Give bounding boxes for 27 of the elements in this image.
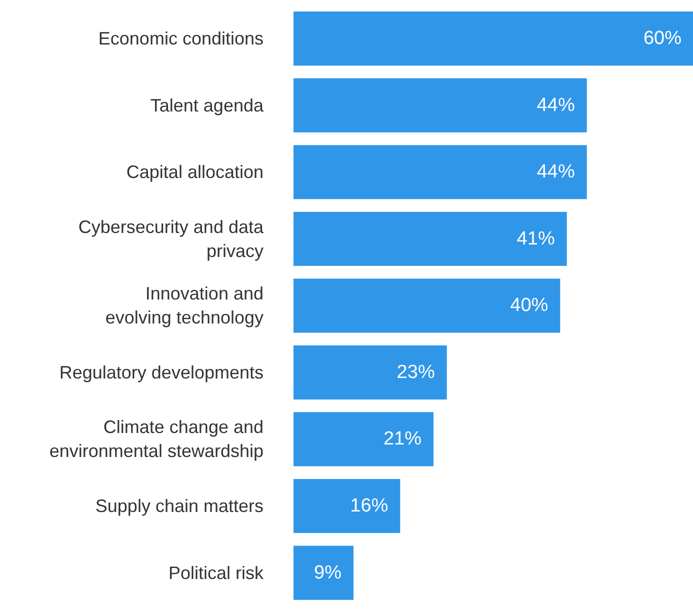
bar bbox=[294, 278, 560, 333]
y-tick-label: Capital allocation bbox=[126, 162, 264, 182]
bar bbox=[294, 546, 354, 600]
y-tick-label: Regulatory developments bbox=[59, 362, 264, 382]
bar bbox=[294, 412, 434, 466]
data-label: 16% bbox=[350, 495, 388, 516]
bar bbox=[294, 212, 567, 266]
data-label: 40% bbox=[510, 295, 548, 316]
bar bbox=[294, 145, 587, 200]
data-label: 21% bbox=[383, 428, 422, 450]
data-label: 44% bbox=[536, 94, 575, 116]
y-tick-label: Political risk bbox=[168, 562, 264, 583]
bar bbox=[294, 12, 693, 66]
data-label: 44% bbox=[536, 162, 575, 183]
y-tick-label: Innovation and evolving technology bbox=[105, 284, 264, 328]
bar bbox=[294, 478, 400, 534]
data-label: 41% bbox=[516, 228, 555, 250]
data-label: 9% bbox=[314, 562, 342, 584]
bar bbox=[294, 78, 587, 132]
y-tick-label: Economic conditions bbox=[98, 28, 264, 49]
data-label: 60% bbox=[643, 28, 682, 50]
bar bbox=[294, 345, 447, 400]
y-tick-label: Cybersecurity and data privacy bbox=[78, 216, 264, 261]
y-tick-label: Climate change and environmental stewardship bbox=[49, 417, 264, 462]
data-label: 23% bbox=[396, 362, 435, 383]
y-tick-label: Supply chain matters bbox=[95, 496, 264, 516]
y-tick-label: Talent agenda bbox=[150, 95, 264, 116]
